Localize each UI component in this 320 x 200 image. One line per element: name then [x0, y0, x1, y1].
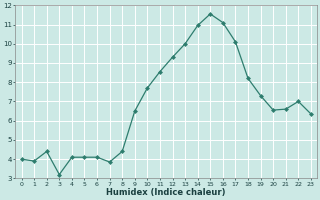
- X-axis label: Humidex (Indice chaleur): Humidex (Indice chaleur): [107, 188, 226, 197]
